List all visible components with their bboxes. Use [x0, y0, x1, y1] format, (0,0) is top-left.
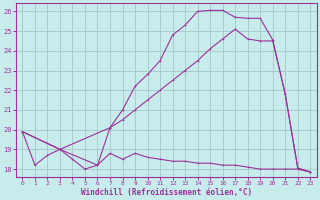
X-axis label: Windchill (Refroidissement éolien,°C): Windchill (Refroidissement éolien,°C)	[81, 188, 252, 197]
